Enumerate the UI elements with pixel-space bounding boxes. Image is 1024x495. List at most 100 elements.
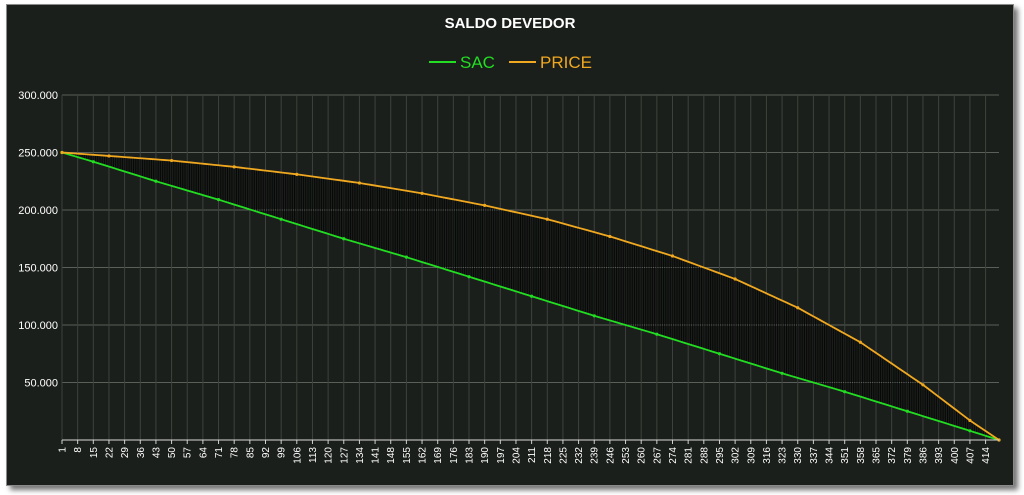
data-point-sac [279, 217, 283, 221]
x-tick-label: 351 [840, 447, 851, 464]
x-tick-label: 176 [449, 447, 460, 464]
x-tick-label: 169 [433, 447, 444, 464]
x-tick-label: 1 [58, 447, 69, 453]
data-point-price [420, 191, 424, 195]
data-point-sac [655, 332, 659, 336]
legend: SAC PRICE [429, 53, 592, 72]
series-line-price [61, 151, 1000, 441]
axes: 50.000 100.000 150.000 200.000 250.000 300.00… [18, 90, 999, 464]
x-tick-label: 316 [762, 447, 773, 464]
data-point-price [357, 181, 362, 185]
data-point-sac [843, 390, 847, 394]
x-tick-label: 50 [167, 447, 178, 459]
x-tick-label: 162 [418, 447, 429, 464]
x-tick-label: 148 [386, 447, 397, 464]
chart-title: SALDO DEVEDOR [445, 15, 576, 32]
x-tick-label: 260 [637, 447, 648, 464]
x-tick-label: 71 [214, 447, 225, 459]
y-tick-label: 50.000 [24, 378, 58, 390]
data-point-sac [91, 160, 95, 164]
gridlines [61, 94, 999, 441]
data-point-sac [216, 198, 221, 202]
data-point-sac [968, 429, 972, 433]
chart-frame: SALDO DEVEDOR SAC PRICE 50.000 100.000 150.… [6, 4, 1014, 486]
x-tick-label: 386 [918, 447, 929, 464]
data-point-price [60, 150, 64, 155]
y-tick-label: 200.000 [18, 205, 58, 217]
legend-label-price: PRICE [540, 53, 592, 72]
x-tick-label: 204 [511, 447, 522, 464]
x-tick-label: 358 [856, 447, 867, 464]
x-tick-label: 274 [668, 447, 679, 464]
x-tick-label: 8 [73, 447, 84, 453]
x-tick-label: 309 [746, 447, 757, 464]
x-tick-label: 344 [825, 447, 836, 464]
data-point-price [670, 254, 675, 258]
chart-canvas: SALDO DEVEDOR SAC PRICE 50.000 100.000 150.… [18, 15, 1001, 464]
x-tick-label: 281 [684, 447, 695, 464]
x-tick-label: 78 [230, 447, 241, 459]
x-tick-label: 218 [543, 447, 554, 464]
x-tick-label: 85 [245, 447, 256, 459]
data-point-price [483, 203, 487, 207]
x-tick-label: 127 [339, 447, 350, 464]
series-layer [60, 150, 1001, 442]
x-tick-label: 29 [120, 447, 131, 459]
x-tick-label: 64 [198, 447, 209, 459]
x-tick-label: 197 [496, 447, 507, 464]
x-tick-label: 295 [715, 447, 726, 464]
x-tick-label: 225 [558, 447, 569, 464]
data-point-sac [404, 255, 408, 259]
data-point-price [968, 418, 972, 423]
x-tick-label: 288 [699, 447, 710, 464]
data-point-sac [780, 371, 784, 375]
x-tick-label: 414 [981, 447, 992, 464]
x-tick-label: 330 [793, 447, 804, 464]
y-tick-label: 300.000 [18, 90, 58, 102]
x-tick-label: 393 [934, 447, 945, 464]
x-tick-label: 15 [89, 447, 100, 459]
data-point-sac [342, 237, 346, 241]
data-point-price [107, 154, 111, 158]
data-point-price [608, 234, 612, 239]
x-tick-label: 36 [136, 447, 147, 459]
x-tick-label: 22 [104, 447, 115, 459]
x-tick-label: 211 [527, 447, 538, 463]
x-tick-label: 267 [652, 447, 663, 464]
data-point-price [921, 383, 925, 387]
y-tick-label: 150.000 [18, 263, 58, 275]
x-tick-label: 113 [308, 447, 319, 463]
x-tick-label: 92 [261, 447, 272, 459]
x-tick-label: 106 [292, 447, 303, 464]
x-tick-label: 190 [480, 447, 491, 464]
x-tick-label: 43 [151, 447, 162, 459]
x-tick-label: 141 [371, 447, 382, 464]
x-tick-label: 155 [402, 447, 413, 464]
x-tick-label: 302 [731, 447, 742, 464]
data-point-sac [592, 314, 596, 318]
difference-area [63, 152, 998, 440]
x-tick-label: 400 [950, 447, 961, 464]
x-tick-label: 246 [605, 447, 616, 464]
y-tick-label: 250.000 [18, 148, 58, 160]
x-tick-label: 407 [965, 447, 976, 464]
x-tick-label: 99 [277, 447, 288, 459]
x-tick-label: 253 [621, 447, 632, 464]
data-point-price [295, 172, 299, 176]
x-tick-label: 337 [809, 447, 820, 464]
data-point-sac [154, 179, 158, 183]
x-tick-label: 232 [574, 447, 585, 464]
x-tick-label: 239 [590, 447, 601, 464]
data-point-price [733, 277, 737, 281]
data-point-price [796, 306, 800, 310]
x-tick-label: 183 [465, 447, 476, 464]
data-point-sac [467, 275, 471, 279]
data-point-price [232, 165, 236, 169]
y-tick-label: 100.000 [18, 320, 58, 332]
data-point-price [545, 217, 549, 221]
data-point-sac [717, 352, 722, 356]
x-tick-label: 323 [778, 447, 789, 464]
x-tick-label: 134 [355, 447, 366, 464]
data-point-price [858, 340, 862, 344]
legend-label-sac: SAC [460, 53, 495, 72]
